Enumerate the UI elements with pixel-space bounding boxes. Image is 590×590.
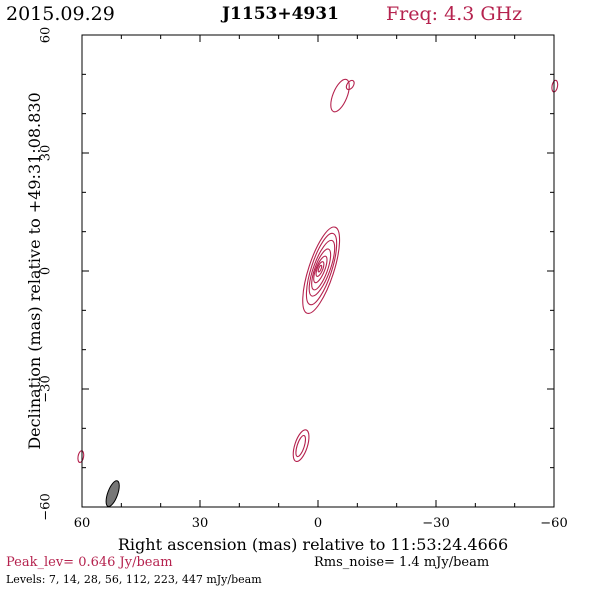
x-tick-label: −30 xyxy=(422,516,449,531)
core xyxy=(302,226,341,314)
edge-feature-upper-right xyxy=(551,79,559,93)
frequency-label: Freq: 4.3 GHz xyxy=(386,3,523,25)
south-component-contour-1 xyxy=(292,429,310,463)
rms-noise: Rms_noise= 1.4 mJy/beam xyxy=(314,555,490,570)
y-tick-label: −30 xyxy=(39,375,54,402)
core-contour-3 xyxy=(308,239,336,297)
core-contour-6 xyxy=(315,261,325,277)
south-component xyxy=(292,429,310,463)
core-contour-1 xyxy=(302,226,341,314)
south-component-contour-2 xyxy=(295,434,307,458)
north-component xyxy=(330,78,355,113)
north-component-contour-1 xyxy=(330,78,350,113)
source-name: J1153+4931 xyxy=(222,4,339,24)
y-tick-label: −60 xyxy=(39,493,54,520)
peak-level: Peak_lev= 0.646 Jy/beam xyxy=(6,555,173,570)
edge-feature-lower-left xyxy=(77,450,85,464)
core-contour-2 xyxy=(305,232,338,306)
y-tick-label: 60 xyxy=(39,27,54,44)
contour-levels: Levels: 7, 14, 28, 56, 112, 223, 447 mJy… xyxy=(6,573,262,586)
core-contour-5 xyxy=(313,255,328,284)
x-tick-label: −60 xyxy=(540,516,567,531)
edge-feature-lower-left-contour-1 xyxy=(77,450,85,464)
x-tick-label: 0 xyxy=(314,516,322,531)
beam-layer xyxy=(105,480,120,507)
north-component-contour-2 xyxy=(345,79,355,91)
beam-ellipse xyxy=(105,480,120,507)
tick-labels: 60 30 0 −30 −60 60 30 0 −30 −60 xyxy=(39,27,568,531)
core-contour-7 xyxy=(317,264,323,273)
x-tick-label: 60 xyxy=(74,516,91,531)
y-tick-label: 0 xyxy=(39,267,54,275)
x-axis-label: Right ascension (mas) relative to 11:53:… xyxy=(118,535,508,554)
y-axis-label: Declination (mas) relative to +49:31:08.… xyxy=(25,92,44,449)
observation-date: 2015.09.29 xyxy=(6,3,115,25)
edge-feature-upper-right-contour-1 xyxy=(551,79,559,93)
axis-ticks xyxy=(81,34,555,508)
core-contour-4 xyxy=(311,248,332,291)
contour-layer xyxy=(77,78,559,464)
x-tick-label: 30 xyxy=(192,516,209,531)
y-tick-label: 30 xyxy=(39,145,54,162)
